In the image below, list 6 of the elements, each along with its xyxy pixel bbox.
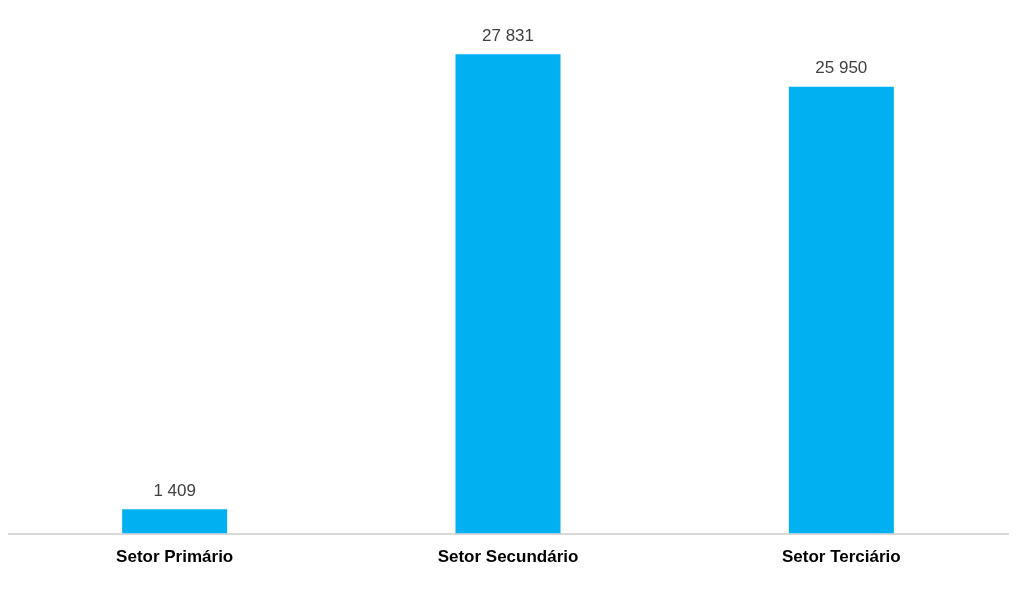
x-tick-label: Setor Primário	[116, 547, 234, 567]
data-label: 25 950	[815, 57, 868, 77]
data-label: 1 409	[153, 480, 196, 500]
x-tick-label: Setor Secundário	[437, 547, 579, 567]
x-tick-label: Setor Terciário	[781, 547, 901, 567]
data-label: 27 831	[482, 25, 534, 45]
